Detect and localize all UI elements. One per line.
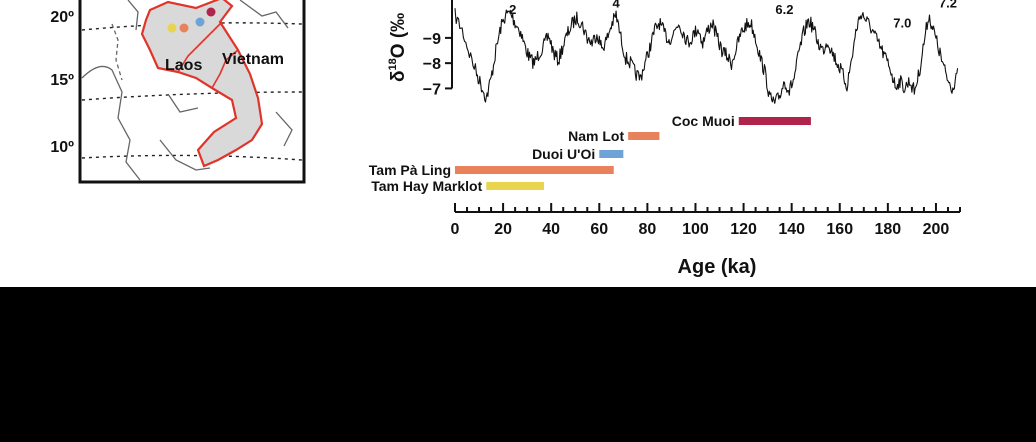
stage-label: 6.2 bbox=[775, 2, 793, 17]
site-dot-tam-hay-marklot bbox=[167, 23, 177, 33]
map-inner-border bbox=[211, 49, 239, 89]
x-tick-label: 40 bbox=[542, 221, 560, 238]
range-label: Coc Muoi bbox=[672, 113, 735, 129]
site-dot-duoi-u-oi bbox=[195, 17, 205, 27]
range-bar bbox=[486, 182, 544, 190]
map-label-vietnam: Vietnam bbox=[222, 51, 284, 68]
x-tick-label: 120 bbox=[730, 221, 757, 238]
range-bar bbox=[738, 117, 811, 125]
x-tick-label: 60 bbox=[590, 221, 608, 238]
x-tick-label: 200 bbox=[923, 221, 950, 238]
y-ticks: −9 −8 −7 bbox=[423, 31, 452, 98]
black-background-band bbox=[0, 287, 1036, 442]
stage-label: 7.0 bbox=[893, 16, 911, 31]
map-laos-vietnam-land bbox=[140, 0, 264, 168]
figure-panel: Laos Vietnam 20º 15º 10º −9 −8 −7 δ18O (‰ … bbox=[0, 0, 1036, 287]
range-bar bbox=[628, 132, 660, 140]
map-panel: Laos Vietnam 20º 15º 10º bbox=[50, 0, 306, 184]
x-tick-label: 140 bbox=[778, 221, 805, 238]
range-label: Duoi U'Oi bbox=[532, 146, 595, 162]
range-label: Tam Hay Marklot bbox=[371, 178, 482, 194]
y-axis: −9 −8 −7 δ18O (‰ bbox=[387, 0, 453, 98]
stage-labels: 2 4 6.2 7.0 7.2 bbox=[509, 0, 957, 31]
y-axis-label: δ18O (‰ bbox=[387, 13, 409, 82]
map-lat-label-10: 10º bbox=[50, 139, 74, 156]
x-ticks: 0 20 40 60 80 100 120 140 160 180 200 bbox=[451, 203, 961, 238]
map-lat-label-15: 15º bbox=[50, 72, 74, 89]
site-dot-tam-pa-ling bbox=[179, 23, 189, 33]
x-tick-label: 20 bbox=[494, 221, 512, 238]
stage-label: 7.2 bbox=[939, 0, 957, 11]
figure-svg: Laos Vietnam 20º 15º 10º −9 −8 −7 δ18O (‰ … bbox=[50, 0, 961, 278]
range-label: Nam Lot bbox=[568, 128, 624, 144]
range-label: Tam Pà Ling bbox=[369, 162, 451, 178]
site-dot-coc-muoi bbox=[206, 7, 216, 17]
y-tick-label: −8 bbox=[423, 56, 441, 73]
x-axis: 0 20 40 60 80 100 120 140 160 180 200 Age (ka) bbox=[451, 203, 961, 278]
map-lat-label-20: 20º bbox=[50, 9, 74, 26]
x-tick-label: 80 bbox=[638, 221, 656, 238]
map-other-borders bbox=[81, 0, 293, 181]
range-bar bbox=[455, 166, 614, 174]
stage-label: 2 bbox=[509, 2, 516, 17]
x-tick-label: 0 bbox=[451, 221, 460, 238]
series-layer bbox=[454, 8, 959, 104]
range-bar bbox=[599, 150, 624, 158]
x-tick-label: 100 bbox=[682, 221, 709, 238]
map-label-laos: Laos bbox=[165, 57, 202, 74]
isotope-chart: −9 −8 −7 δ18O (‰ 2 4 6.2 7.0 7.2 Coc Muoi Nam L… bbox=[369, 0, 961, 278]
y-tick-label: −7 bbox=[423, 81, 441, 98]
x-tick-label: 160 bbox=[826, 221, 853, 238]
stage-label: 4 bbox=[613, 0, 621, 11]
map-laos-border bbox=[177, 21, 223, 73]
x-axis-label: Age (ka) bbox=[678, 256, 757, 278]
y-tick-label: −9 bbox=[423, 31, 441, 48]
x-tick-label: 180 bbox=[875, 221, 902, 238]
d18o-series-line bbox=[454, 8, 959, 104]
